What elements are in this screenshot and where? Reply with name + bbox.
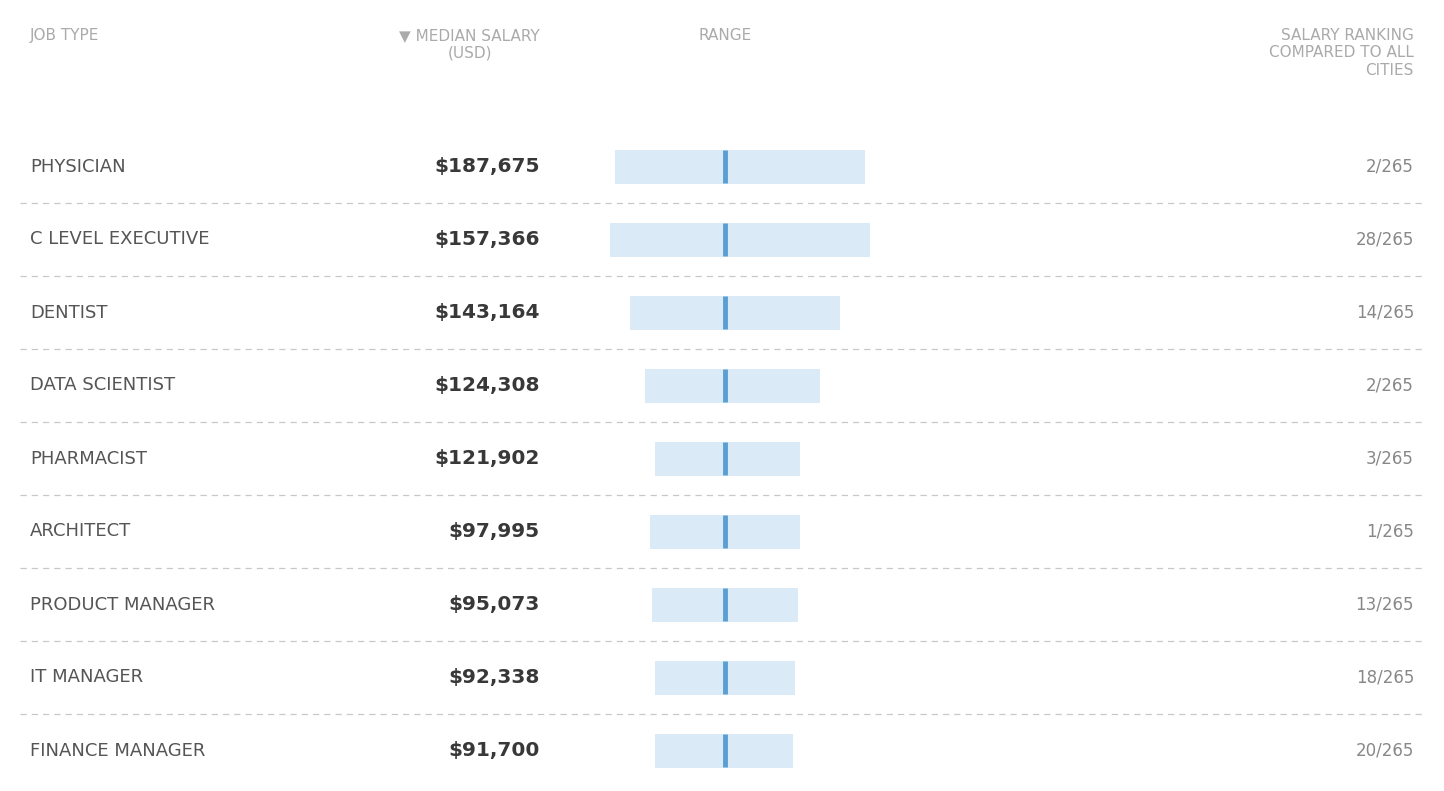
Text: 13/265: 13/265 <box>1356 596 1414 614</box>
Text: $157,366: $157,366 <box>435 230 540 249</box>
Text: ▼ MEDIAN SALARY
(USD): ▼ MEDIAN SALARY (USD) <box>399 28 540 60</box>
Bar <box>656 441 800 475</box>
Text: PHARMACIST: PHARMACIST <box>30 449 147 467</box>
Bar <box>645 369 820 403</box>
Text: 1/265: 1/265 <box>1366 523 1414 540</box>
Text: $124,308: $124,308 <box>435 376 540 395</box>
Text: RANGE: RANGE <box>699 28 752 43</box>
Text: FINANCE MANAGER: FINANCE MANAGER <box>30 741 205 759</box>
Text: DATA SCIENTIST: DATA SCIENTIST <box>30 377 175 395</box>
Text: $143,164: $143,164 <box>435 303 540 322</box>
Text: IT MANAGER: IT MANAGER <box>30 668 143 687</box>
Bar <box>653 588 799 622</box>
Text: ARCHITECT: ARCHITECT <box>30 523 131 540</box>
Bar <box>615 149 865 184</box>
Bar <box>650 514 800 548</box>
Text: 2/265: 2/265 <box>1366 377 1414 395</box>
Text: PHYSICIAN: PHYSICIAN <box>30 157 126 176</box>
Text: PRODUCT MANAGER: PRODUCT MANAGER <box>30 596 215 614</box>
Text: $91,700: $91,700 <box>449 741 540 760</box>
Bar <box>656 733 793 767</box>
Text: $121,902: $121,902 <box>435 449 540 468</box>
Text: C LEVEL EXECUTIVE: C LEVEL EXECUTIVE <box>30 230 209 248</box>
Text: 3/265: 3/265 <box>1366 449 1414 467</box>
Text: 18/265: 18/265 <box>1356 668 1414 687</box>
Text: JOB TYPE: JOB TYPE <box>30 28 100 43</box>
Text: $95,073: $95,073 <box>449 595 540 614</box>
Text: $97,995: $97,995 <box>449 522 540 541</box>
Text: 14/265: 14/265 <box>1356 304 1414 321</box>
Text: $92,338: $92,338 <box>449 668 540 687</box>
Bar <box>630 296 840 330</box>
Text: 2/265: 2/265 <box>1366 157 1414 176</box>
Text: 28/265: 28/265 <box>1356 230 1414 248</box>
Text: $187,675: $187,675 <box>435 157 540 176</box>
Bar <box>656 660 796 694</box>
Bar <box>609 222 869 256</box>
Text: SALARY RANKING
COMPARED TO ALL
CITIES: SALARY RANKING COMPARED TO ALL CITIES <box>1269 28 1414 78</box>
Text: 20/265: 20/265 <box>1356 741 1414 759</box>
Text: DENTIST: DENTIST <box>30 304 107 321</box>
